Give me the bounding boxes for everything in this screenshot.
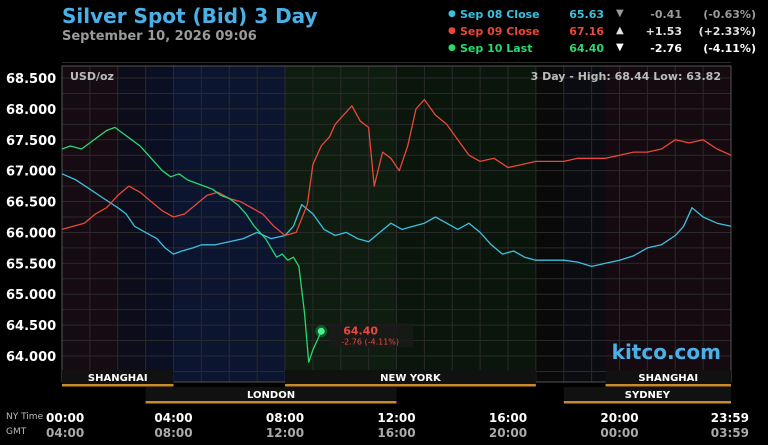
legend-dot-icon: ● <box>448 26 456 36</box>
session-shanghai-label: SHANGHAI <box>88 373 148 384</box>
y-tick-label: 64.500 <box>6 319 56 334</box>
legend-dot-icon: ● <box>448 9 456 19</box>
unit-label: USD/oz <box>70 70 114 83</box>
x-tick-label-gmt: 12:00 <box>266 426 304 440</box>
x-tick-label-gmt: 04:00 <box>46 426 84 440</box>
up-arrow-icon: ▲ <box>616 25 624 36</box>
session-new-york-underline <box>285 384 536 387</box>
legend-percent: (-0.63%) <box>703 8 756 21</box>
x-tick-label-ny: 08:00 <box>266 411 304 425</box>
legend-change: -2.76 <box>650 42 682 55</box>
legend-label: Sep 09 Close <box>460 25 540 38</box>
x-tick-label-ny: 00:00 <box>46 411 84 425</box>
y-tick-label: 67.500 <box>6 134 56 149</box>
y-tick-label: 68.500 <box>6 72 56 87</box>
session-band <box>563 66 606 382</box>
gmt-label: GMT <box>6 427 27 437</box>
x-tick-label-gmt: 00:00 <box>600 426 638 440</box>
x-tick-label-ny: 23:59 <box>711 411 749 425</box>
session-sydney-bg <box>563 387 731 401</box>
legend-change: -0.41 <box>650 8 682 21</box>
session-sydney-label: SYDNEY <box>625 390 671 401</box>
grid <box>61 62 732 382</box>
last-price-value: 64.40 <box>343 324 378 337</box>
watermark-logo: kitco.com <box>612 340 721 364</box>
y-tick-label: 67.000 <box>6 165 56 180</box>
session-new-york-bg <box>285 370 536 384</box>
down-arrow-icon: ▼ <box>616 8 624 19</box>
session-sydney-underline <box>563 401 731 404</box>
legend-change: +1.53 <box>645 25 682 38</box>
last-price-marker <box>317 327 325 335</box>
session-shanghai-underline <box>62 384 174 387</box>
y-tick-label: 65.500 <box>6 257 56 272</box>
session-shanghai-bg <box>62 370 174 384</box>
session-band <box>396 66 536 382</box>
series-line-1 <box>61 173 732 268</box>
chart-title: Silver Spot (Bid) 3 Day <box>62 4 318 28</box>
legend-label: Sep 08 Close <box>460 8 540 21</box>
session-shanghai-bg <box>605 370 731 384</box>
legend-dot-icon: ● <box>448 43 456 53</box>
legend-price: 67.16 <box>569 25 604 38</box>
x-tick-label-gmt: 08:00 <box>154 426 192 440</box>
y-tick-label: 64.000 <box>6 350 56 365</box>
chart-timestamp: September 10, 2026 09:06 <box>62 29 257 44</box>
series-line-2 <box>61 98 732 237</box>
session-band <box>535 66 564 382</box>
series-line-3 <box>61 126 322 363</box>
y-tick-label: 68.000 <box>6 103 56 118</box>
session-shanghai-label: SHANGHAI <box>638 373 698 384</box>
ny-time-label: NY Time <box>6 412 44 422</box>
session-london-underline <box>145 401 397 404</box>
session-new-york-label: NEW YORK <box>380 373 442 384</box>
last-price-box <box>329 323 414 348</box>
down-arrow-icon: ▼ <box>616 42 624 53</box>
legend-row-sep09: ● Sep 09 Close 67.16 ▲ +1.53 (+2.33%) <box>440 25 760 42</box>
legend-row-sep10: ● Sep 10 Last 64.40 ▼ -2.76 (-4.11%) <box>440 42 760 59</box>
y-tick-label: 65.000 <box>6 288 56 303</box>
legend-price: 64.40 <box>569 42 604 55</box>
session-band <box>117 66 146 382</box>
x-tick-label-ny: 20:00 <box>600 411 638 425</box>
y-tick-label: 66.500 <box>6 196 56 211</box>
legend-percent: (+2.33%) <box>698 25 756 38</box>
session-london-label: LONDON <box>247 390 295 401</box>
y-tick-label: 66.000 <box>6 226 56 241</box>
legend-percent: (-4.11%) <box>703 42 756 55</box>
legend-price: 65.63 <box>569 8 604 21</box>
session-band <box>605 66 731 382</box>
session-shanghai-underline <box>605 384 731 387</box>
x-tick-label-ny: 16:00 <box>489 411 527 425</box>
range-label: 3 Day - High: 68.44 Low: 63.82 <box>531 70 721 83</box>
legend: ● Sep 08 Close 65.63 ▼ -0.41 (-0.63%) ● … <box>440 8 760 59</box>
x-tick-label-gmt: 20:00 <box>489 426 527 440</box>
x-tick-label-ny: 04:00 <box>154 411 192 425</box>
last-price-change: -2.76 (-4.11%) <box>341 337 399 346</box>
session-london-bg <box>145 387 397 401</box>
legend-label: Sep 10 Last <box>460 42 533 55</box>
session-band <box>145 66 174 382</box>
x-tick-label-gmt: 03:59 <box>711 426 749 440</box>
x-tick-label-ny: 12:00 <box>377 411 415 425</box>
x-tick-label-gmt: 16:00 <box>377 426 415 440</box>
legend-row-sep08: ● Sep 08 Close 65.63 ▼ -0.41 (-0.63%) <box>440 8 760 25</box>
